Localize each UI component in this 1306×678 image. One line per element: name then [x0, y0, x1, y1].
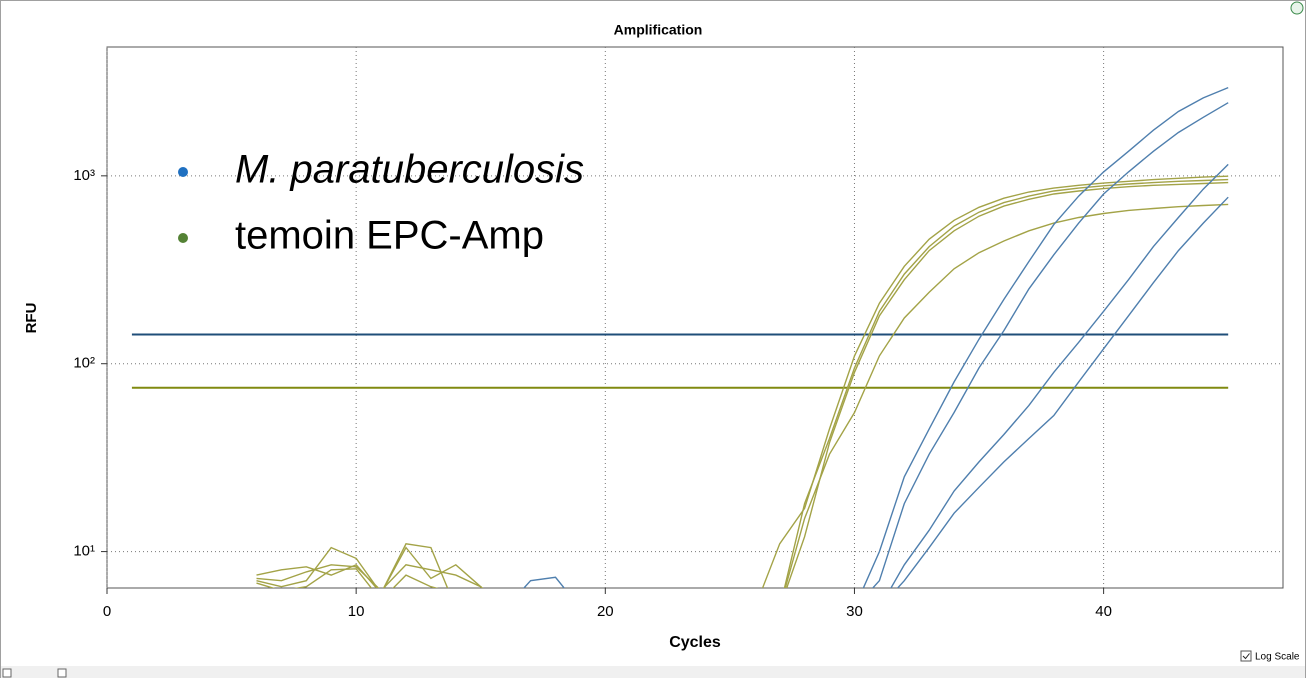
x-axis-label: Cycles [669, 634, 721, 651]
checkmark [1242, 653, 1250, 660]
x-tick-label: 20 [597, 603, 614, 620]
x-tick-label: 10 [348, 603, 365, 620]
amplification-curve [256, 203, 1229, 588]
x-tick-label: 0 [103, 603, 111, 620]
amplification-curve [256, 181, 1229, 588]
y-tick-label: 10³ [73, 167, 95, 184]
x-tick-label: 30 [846, 603, 863, 620]
amplification-curve [890, 163, 1229, 588]
y-tick-label: 10¹ [73, 543, 95, 560]
y-tick-label: 10² [73, 355, 95, 372]
x-tick-label: 40 [1095, 603, 1112, 620]
y-axis-label: RFU [23, 303, 40, 334]
amplification-curve [871, 102, 1229, 588]
plot-series [131, 86, 1229, 588]
amplification-curve [896, 196, 1229, 588]
amplification-curve [256, 175, 1229, 588]
amplification-curve [522, 86, 1229, 588]
legend-bullet [178, 167, 188, 177]
refresh-icon[interactable] [1290, 1, 1304, 15]
log-scale-label[interactable]: Log Scale [1255, 652, 1300, 663]
channel-checkbox[interactable] [2, 668, 12, 678]
legend-label: M. paratuberculosis [235, 148, 584, 192]
chart-title: Amplification [614, 22, 703, 38]
legend-bullet [178, 233, 188, 243]
bottom-strip [1, 666, 1305, 678]
legend-label: temoin EPC-Amp [235, 214, 544, 258]
channel-checkbox[interactable] [57, 668, 67, 678]
plot-area [106, 46, 1284, 589]
log-scale-checkbox[interactable] [1240, 650, 1252, 662]
amplification-curve [256, 178, 1229, 588]
